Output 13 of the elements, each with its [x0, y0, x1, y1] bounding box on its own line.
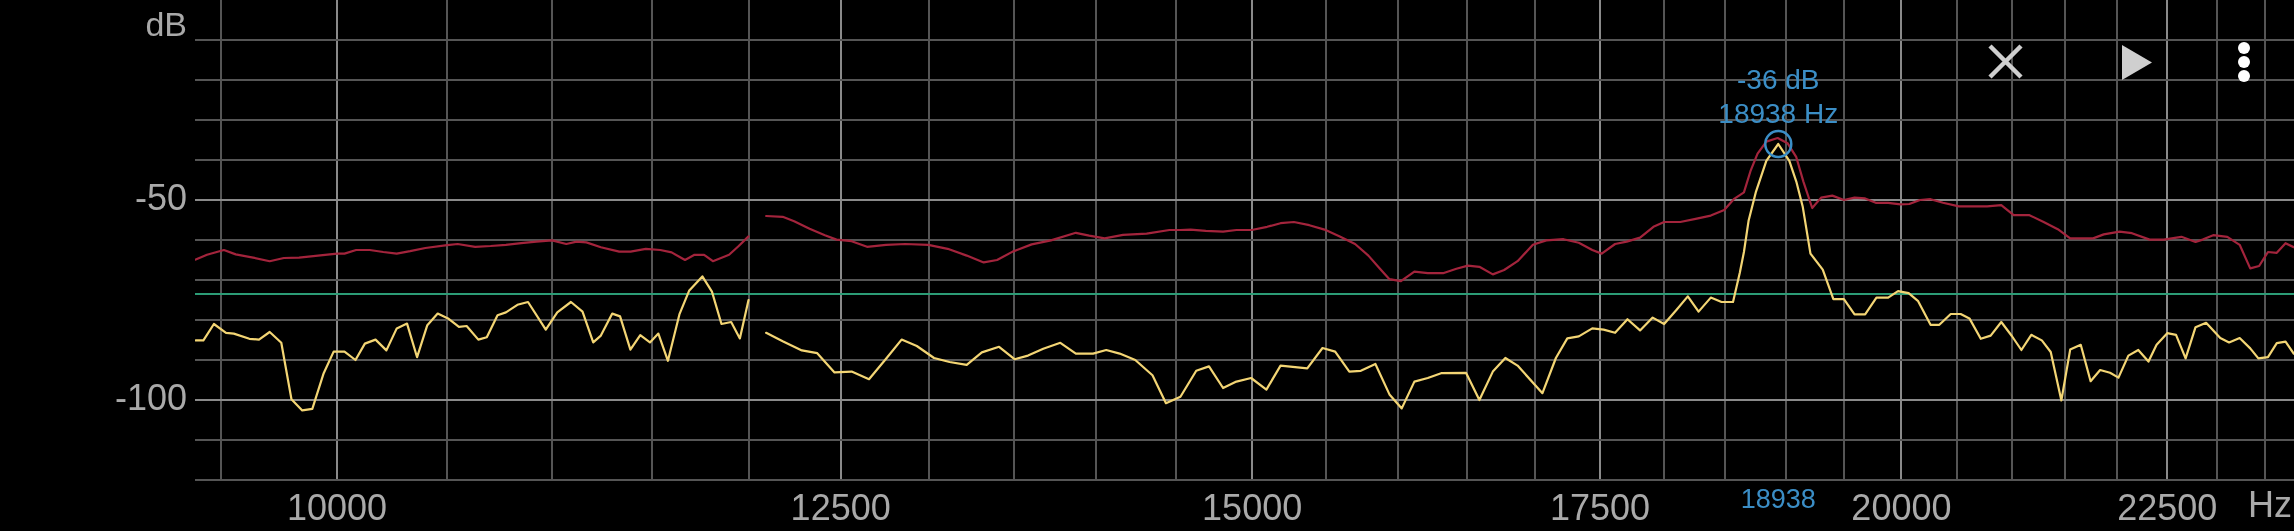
x-tick-label: 17500 — [1549, 486, 1651, 528]
x-tick-label: 10000 — [286, 486, 388, 528]
x-tick-label: 20000 — [1851, 486, 1952, 528]
x-tick-label: 12500 — [790, 486, 891, 528]
y-tick-label: -50 — [134, 176, 187, 218]
annotation: -36 dB — [1737, 64, 1820, 95]
y-tick-label: -100 — [114, 376, 187, 418]
y-axis-title: dB — [145, 5, 187, 43]
annotation: 18938 Hz — [1718, 98, 1839, 129]
x-axis-title: Hz — [2248, 483, 2292, 525]
text: 18938 — [1740, 484, 1816, 515]
x-tick-label: 22500 — [2117, 486, 2218, 528]
x-tick-label: 15000 — [1202, 486, 1303, 528]
